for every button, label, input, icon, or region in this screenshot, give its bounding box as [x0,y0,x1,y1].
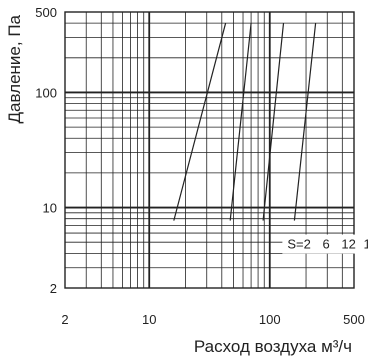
series-lines [173,23,317,221]
series-line-1 [173,23,227,221]
series-line-2 [229,23,252,221]
series-line-4 [293,23,317,221]
plot-border [64,11,355,289]
plot-frame [64,11,355,289]
x-tick-label: 2 [61,312,68,327]
s-annotation-value-2: 12 [341,237,355,252]
x-tick-label: 500 [343,312,365,327]
y-axis-title: Давление, Па [5,14,24,123]
s-annotation-text: S=2 6 12 18 [287,237,368,252]
x-tick-label: 10 [142,312,156,327]
s-annotation: S=2 6 12 18 [282,234,368,254]
x-tick-labels: 2 10 100 500 [61,312,364,327]
x-axis-title: Расход воздуха м³/ч [194,337,352,356]
x-tick-label: 100 [259,312,281,327]
s-annotation-prefix: S=2 [287,237,311,252]
y-tick-label: 100 [35,85,57,100]
s-annotation-box [282,234,365,254]
s-annotation-value-1: 6 [322,237,329,252]
y-tick-label: 500 [35,5,57,20]
y-tick-label: 10 [43,201,57,216]
grid-major-lines [65,12,354,288]
y-tick-labels: 2 10 100 500 [35,5,57,296]
series-line-3 [262,23,285,221]
y-tick-label: 2 [50,281,57,296]
s-annotation-value-3: 18 [363,237,368,252]
